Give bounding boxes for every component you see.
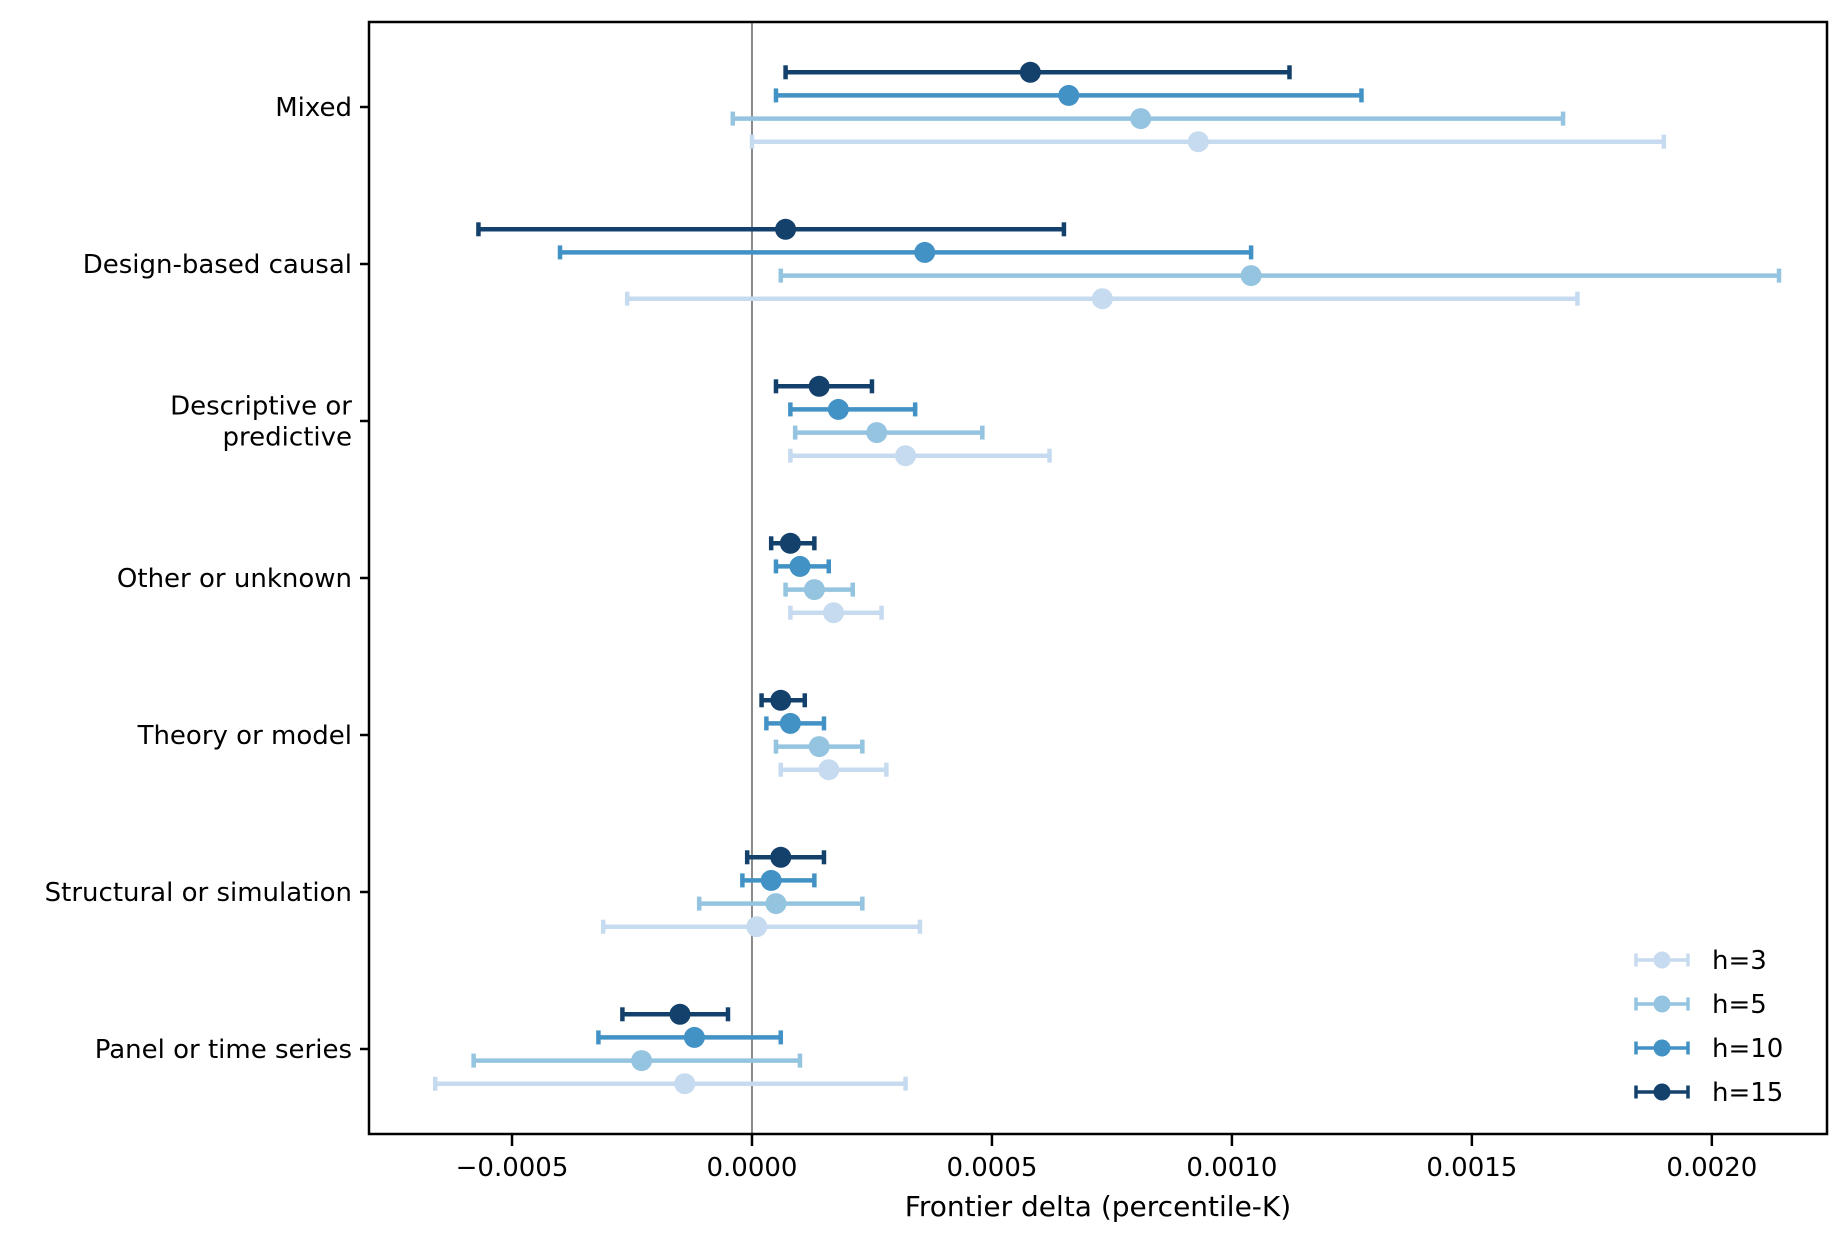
legend-item-h=15: h=15 <box>1634 1078 1783 1108</box>
point-marker <box>1091 288 1113 310</box>
point-marker <box>1019 61 1041 83</box>
point-marker <box>779 532 801 554</box>
x-tick-label: 0.0010 <box>1186 1153 1277 1183</box>
point-marker <box>1240 265 1262 287</box>
errorbar-h=10-cat4 <box>764 712 827 734</box>
point-marker <box>746 916 768 938</box>
point-marker <box>808 736 830 758</box>
errorbar-h=15-cat6 <box>620 1003 731 1025</box>
point-marker <box>770 846 792 868</box>
x-tick-label: 0.0015 <box>1426 1153 1517 1183</box>
category-label: Mixed <box>275 93 352 123</box>
errorbar-h=5-cat3 <box>783 579 856 601</box>
plot-axes-layer: −0.0005 0.0000 0.0005 0.0010 0.0015 0.0020 Mix… <box>45 20 1829 1183</box>
errorbar-h=3-cat3 <box>788 602 884 624</box>
point-marker <box>779 712 801 734</box>
series-h=3 <box>432 131 1667 1095</box>
plot-data-layer <box>432 61 1782 1095</box>
errorbar-h=3-cat6 <box>432 1073 908 1095</box>
point-marker <box>914 241 936 263</box>
point-marker <box>789 555 811 577</box>
category-label: Descriptive or predictive <box>170 392 352 453</box>
legend-item-h=10: h=10 <box>1634 1034 1783 1064</box>
point-marker <box>1187 131 1209 153</box>
point-marker <box>827 398 849 420</box>
errorbar-h=3-cat0 <box>749 131 1667 153</box>
axes-frame <box>367 20 1829 1136</box>
category-label: Design-based causal <box>83 250 352 280</box>
errorbar-h=10-cat6 <box>596 1026 784 1048</box>
point-marker <box>808 375 830 397</box>
point-marker <box>866 422 888 444</box>
category-label: Panel or time series <box>95 1035 352 1065</box>
legend-item-h=3: h=3 <box>1634 946 1767 976</box>
errorbar-h=5-cat2 <box>792 422 985 444</box>
legend-label: h=15 <box>1712 1078 1783 1108</box>
errorbar-h=15-cat1 <box>476 218 1067 240</box>
legend-marker <box>1653 995 1671 1013</box>
series-h=5 <box>471 108 1782 1072</box>
errorbar-h=10-cat1 <box>557 241 1254 263</box>
x-axis-label: Frontier delta (percentile-K) <box>905 1190 1291 1223</box>
errorbar-h=10-cat3 <box>773 555 832 577</box>
legend-label: h=3 <box>1712 946 1767 976</box>
errorbar-h=3-cat2 <box>788 445 1052 467</box>
errorbar-h=3-cat5 <box>600 916 923 938</box>
legend-label: h=10 <box>1712 1034 1783 1064</box>
errorbar-h=15-cat0 <box>783 61 1292 83</box>
point-marker <box>631 1050 653 1072</box>
point-marker <box>1130 108 1152 130</box>
point-marker <box>895 445 917 467</box>
x-tick-label: −0.0005 <box>456 1153 569 1183</box>
point-marker <box>760 869 782 891</box>
point-marker <box>669 1003 691 1025</box>
legend-label: h=5 <box>1712 990 1767 1020</box>
x-tick-label: 0.0005 <box>946 1153 1037 1183</box>
x-tick-label: 0.0000 <box>706 1153 797 1183</box>
errorbar-h=5-cat1 <box>778 265 1782 287</box>
point-marker <box>674 1073 696 1095</box>
errorbar-h=10-cat5 <box>740 869 817 891</box>
point-marker <box>818 759 840 781</box>
category-label: Structural or simulation <box>45 878 352 908</box>
errorbar-h=5-cat4 <box>773 736 865 758</box>
errorbar-h=15-cat4 <box>759 689 808 711</box>
errorbar-h=3-cat1 <box>624 288 1580 310</box>
errorbar-h=10-cat0 <box>773 84 1364 106</box>
errorbar-h=3-cat4 <box>778 759 889 781</box>
legend-marker <box>1653 1083 1671 1101</box>
point-marker <box>823 602 845 624</box>
point-marker <box>683 1026 705 1048</box>
series-h=10 <box>557 84 1364 1048</box>
errorbar-h=5-cat5 <box>696 893 865 915</box>
legend: h=3 h=5 h=10 h=15 <box>1634 946 1783 1108</box>
errorbar-h=5-cat6 <box>471 1050 803 1072</box>
x-tick-label: 0.0020 <box>1666 1153 1757 1183</box>
category-label: Other or unknown <box>117 564 352 594</box>
errorbar-h=15-cat2 <box>773 375 875 397</box>
point-marker <box>1058 84 1080 106</box>
point-marker <box>770 689 792 711</box>
errorbar-h=5-cat0 <box>730 108 1566 130</box>
legend-marker <box>1653 951 1671 969</box>
legend-marker <box>1653 1039 1671 1057</box>
category-label: Theory or model <box>137 721 352 751</box>
point-marker <box>803 579 825 601</box>
legend-item-h=5: h=5 <box>1634 990 1767 1020</box>
point-marker <box>765 893 787 915</box>
errorbar-h=15-cat5 <box>744 846 827 868</box>
point-marker <box>775 218 797 240</box>
errorbar-h=10-cat2 <box>788 398 918 420</box>
series-h=15 <box>476 61 1292 1025</box>
errorbar-h=15-cat3 <box>768 532 817 554</box>
